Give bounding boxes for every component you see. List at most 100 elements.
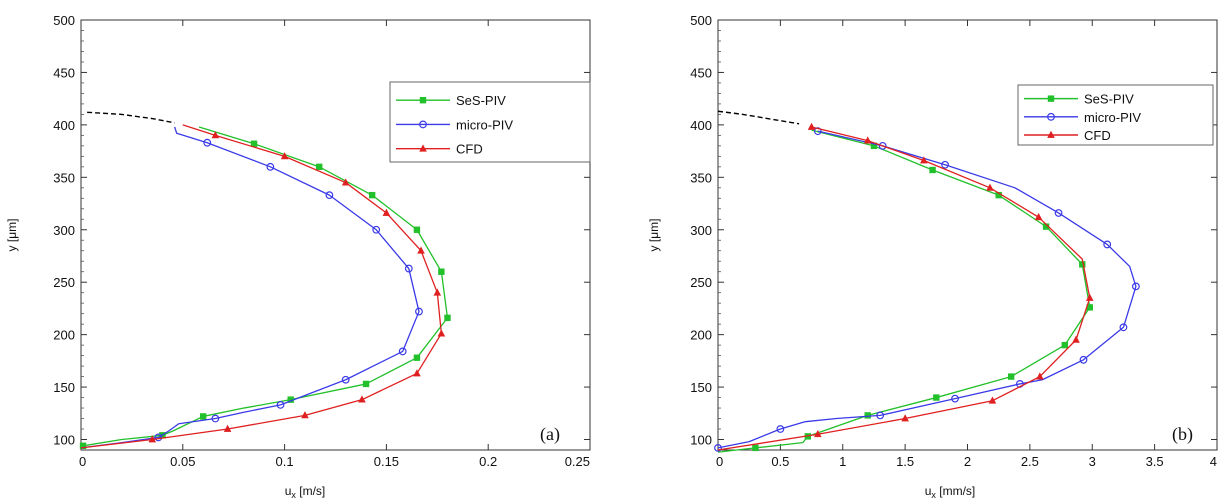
legend-item: CFD bbox=[1024, 128, 1111, 143]
x-axis-label: ux [mm/s] bbox=[925, 484, 976, 500]
data-point bbox=[929, 166, 936, 174]
x-axis-label-unit: [m/s] bbox=[296, 484, 325, 498]
legend-item: SeS-PIV bbox=[396, 93, 506, 108]
data-point bbox=[1103, 240, 1112, 249]
legend: SeS-PIV micro-PIV CFD bbox=[389, 81, 591, 163]
legend-label: micro-PIV bbox=[456, 117, 513, 132]
x-tick-label: 0 bbox=[716, 454, 723, 469]
data-point bbox=[280, 152, 289, 160]
x-tick-label: 0.25 bbox=[565, 454, 590, 469]
legend-label: micro-PIV bbox=[1084, 110, 1141, 125]
data-point bbox=[933, 394, 940, 401]
y-tick-label: 500 bbox=[690, 13, 712, 28]
data-point bbox=[437, 329, 446, 337]
x-axis-label-subscript: x bbox=[291, 490, 296, 500]
data-point bbox=[341, 375, 350, 384]
data-point bbox=[807, 122, 816, 130]
data-point bbox=[372, 225, 381, 234]
series-line bbox=[717, 129, 1091, 453]
data-point bbox=[444, 314, 451, 322]
data-point bbox=[358, 395, 366, 403]
legend: SeS-PIV micro-PIV CFD bbox=[1017, 84, 1214, 146]
data-point bbox=[413, 369, 421, 377]
x-axis-label-main: u bbox=[925, 484, 932, 498]
data-point bbox=[878, 141, 887, 150]
y-axis-label: y [μm] bbox=[5, 219, 19, 252]
data-point bbox=[417, 246, 425, 254]
series-line bbox=[80, 124, 443, 449]
data-point bbox=[148, 435, 157, 443]
data-point bbox=[368, 191, 376, 199]
data-point bbox=[250, 140, 258, 147]
data-point bbox=[433, 288, 442, 296]
data-point bbox=[398, 347, 407, 356]
y-tick-label: 250 bbox=[690, 275, 712, 290]
data-point bbox=[211, 131, 220, 139]
y-tick-label: 300 bbox=[690, 223, 712, 238]
data-point bbox=[1061, 341, 1069, 349]
data-point bbox=[1119, 323, 1128, 332]
data-point bbox=[413, 354, 421, 361]
legend-marker bbox=[419, 144, 427, 152]
data-point bbox=[341, 178, 350, 186]
legend-item: micro-PIV bbox=[396, 117, 513, 132]
series-line bbox=[717, 126, 1091, 451]
data-point bbox=[1072, 335, 1080, 343]
plot-frame bbox=[80, 19, 591, 451]
x-tick-label: 1 bbox=[839, 454, 846, 469]
data-point bbox=[79, 442, 87, 450]
data-point bbox=[752, 444, 759, 452]
x-axis-label-main: u bbox=[285, 484, 292, 498]
y-tick-label: 400 bbox=[53, 118, 75, 133]
data-point bbox=[199, 413, 207, 420]
y-axis-label: y [μm] bbox=[647, 219, 661, 252]
legend-item: CFD bbox=[396, 142, 483, 157]
y-tick-label: 350 bbox=[53, 170, 75, 185]
y-tick-label: 100 bbox=[53, 433, 75, 448]
series-line bbox=[717, 130, 1137, 449]
legend-label: SeS-PIV bbox=[1084, 92, 1134, 107]
data-point bbox=[1034, 212, 1043, 221]
legend-label: SeS-PIV bbox=[456, 93, 506, 108]
data-point bbox=[266, 162, 275, 171]
panel-label: (a) bbox=[540, 424, 560, 445]
data-point bbox=[316, 163, 323, 171]
data-point bbox=[154, 433, 163, 442]
legend-label: CFD bbox=[456, 142, 483, 157]
y-tick-label: 500 bbox=[53, 13, 75, 28]
data-point bbox=[814, 430, 822, 438]
data-point bbox=[1132, 282, 1140, 291]
x-tick-label: 0.1 bbox=[276, 454, 294, 469]
x-tick-label: 0.05 bbox=[170, 454, 195, 469]
legend-item: micro-PIV bbox=[1024, 110, 1141, 125]
data-point bbox=[941, 160, 949, 169]
legend-marker bbox=[1047, 95, 1055, 102]
series-ses-piv bbox=[717, 129, 1093, 453]
legend-marker bbox=[419, 96, 427, 104]
data-point bbox=[776, 425, 785, 433]
data-point bbox=[988, 396, 997, 404]
y-tick-label: 250 bbox=[53, 275, 75, 290]
y-tick-label: 150 bbox=[690, 380, 712, 395]
data-point bbox=[714, 444, 722, 452]
x-axis-label-subscript: x bbox=[931, 490, 936, 500]
series-cfd bbox=[717, 122, 1094, 451]
data-point bbox=[901, 414, 909, 422]
extrapolation-dashed-line bbox=[87, 111, 175, 124]
data-point bbox=[951, 394, 959, 403]
x-tick-label: 3.5 bbox=[1146, 454, 1164, 469]
x-tick-label: 2.5 bbox=[1021, 454, 1039, 469]
series-micro-piv bbox=[80, 126, 423, 449]
y-tick-label: 450 bbox=[690, 65, 712, 80]
data-point bbox=[404, 264, 413, 273]
y-tick-label: 450 bbox=[53, 65, 75, 80]
data-point bbox=[223, 424, 232, 432]
y-tick-label: 350 bbox=[690, 170, 712, 185]
x-tick-label: 0 bbox=[79, 454, 86, 469]
data-point bbox=[1079, 355, 1088, 364]
data-point bbox=[864, 412, 871, 419]
series-line bbox=[80, 126, 420, 449]
data-point bbox=[876, 411, 885, 420]
data-point bbox=[382, 208, 391, 216]
